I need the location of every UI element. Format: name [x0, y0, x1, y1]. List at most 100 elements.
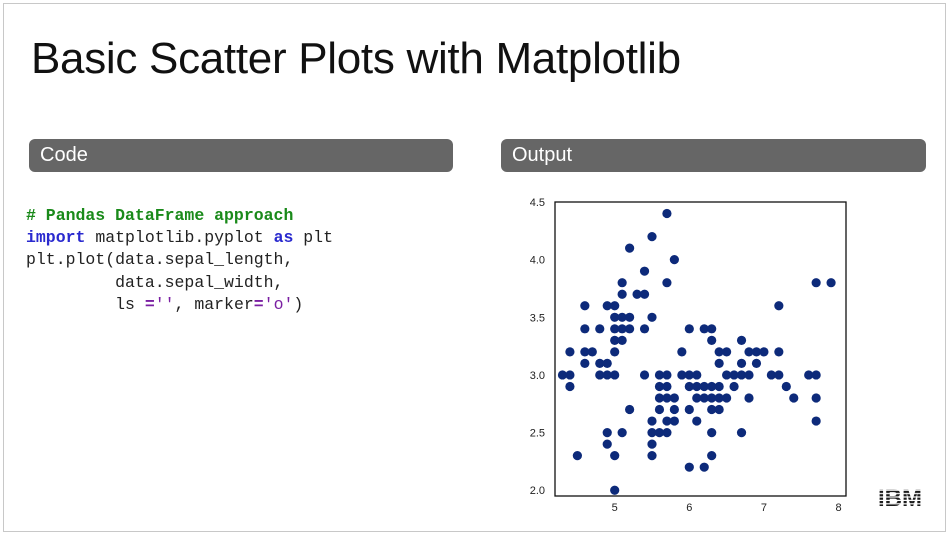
ibm-logo: IBM [878, 485, 922, 510]
scatter-point [557, 370, 568, 380]
scatter-point [580, 358, 590, 369]
scatter-point [610, 335, 620, 345]
scatter-point [759, 347, 769, 357]
scatter-point [826, 278, 836, 288]
scatter-point [654, 370, 665, 380]
x-tick-label: 7 [761, 502, 767, 514]
scatter-point [692, 416, 702, 426]
scatter-point [707, 427, 717, 438]
keyword-import: import [26, 228, 86, 248]
scatter-point [722, 370, 732, 380]
scatter-point [647, 427, 657, 438]
code-arg-width: data.sepal_width, [26, 272, 284, 292]
x-tick-label: 8 [835, 502, 841, 514]
ibm-logo-text: IBM [878, 485, 922, 510]
scatter-point [662, 393, 672, 403]
code-string-empty: '' [154, 294, 175, 314]
scatter-point [610, 312, 620, 322]
scatter-point [684, 324, 694, 334]
keyword-as: as [273, 228, 294, 248]
scatter-point [595, 324, 605, 334]
scatter-point [617, 324, 627, 334]
scatter-point [707, 381, 717, 392]
scatter-point [736, 427, 747, 438]
scatter-point [692, 370, 702, 380]
scatter-point [647, 312, 657, 322]
code-equals-2: = [253, 294, 264, 314]
scatter-point [707, 451, 717, 461]
scatter-point [610, 347, 620, 357]
scatter-point [781, 381, 791, 392]
scatter-point [744, 370, 754, 380]
scatter-point [692, 381, 702, 392]
scatter-point [766, 370, 776, 380]
scatter-point [669, 416, 679, 426]
scatter-point [714, 358, 724, 369]
scatter-point [625, 312, 635, 322]
scatter-point [580, 324, 590, 334]
scatter-point [684, 370, 694, 380]
slide-title: Basic Scatter Plots with Matplotlib [31, 34, 681, 83]
scatter-point [565, 370, 575, 380]
scatter-point [707, 393, 717, 403]
scatter-point [699, 381, 709, 392]
scatter-point [744, 393, 754, 403]
scatter-point [729, 381, 739, 392]
scatter-point [722, 347, 732, 357]
scatter-point [811, 278, 821, 288]
scatter-point [714, 381, 724, 392]
scatter-point [602, 301, 612, 311]
scatter-point [647, 416, 657, 426]
scatter-point [744, 347, 754, 357]
x-tick-label: 6 [686, 502, 692, 514]
scatter-point [647, 439, 657, 449]
scatter-point [729, 370, 739, 380]
code-header: Code [29, 139, 453, 172]
code-comment: # Pandas DataFrame approach [26, 206, 294, 225]
scatter-point [617, 427, 627, 438]
scatter-point [722, 393, 732, 403]
scatter-point [774, 347, 784, 357]
scatter-point [774, 301, 784, 311]
scatter-point [736, 370, 747, 380]
y-tick-label: 3.5 [530, 312, 545, 324]
scatter-chart: 5 6 7 8 2.0 2.5 3.0 3.5 4.0 4.5 [530, 197, 847, 514]
scatter-point [789, 393, 799, 403]
scatter-point [595, 370, 605, 380]
scatter-point [572, 451, 582, 461]
scatter-point [602, 439, 612, 449]
scatter-point [617, 289, 627, 299]
scatter-point [811, 370, 821, 380]
scatter-point [617, 335, 627, 345]
scatter-point [602, 370, 612, 380]
code-module: matplotlib.pyplot [85, 228, 274, 248]
scatter-point [684, 462, 694, 472]
scatter-point [669, 393, 679, 403]
scatter-point [662, 278, 672, 288]
scatter-point [714, 404, 724, 415]
scatter-point [625, 324, 635, 334]
scatter-point [707, 324, 717, 334]
scatter-point [602, 358, 612, 369]
scatter-point [699, 393, 709, 403]
output-header: Output [501, 139, 926, 172]
y-tick-label: 3.0 [530, 370, 545, 382]
code-close-paren: ) [293, 294, 304, 314]
scatter-point [692, 393, 702, 403]
code-alias: plt [293, 228, 333, 248]
scatter-point [654, 381, 665, 392]
y-tick-label: 2.5 [530, 428, 545, 440]
y-tick-label: 4.0 [530, 255, 545, 267]
scatter-point [602, 427, 612, 438]
scatter-point [654, 427, 665, 438]
scatter-point [662, 208, 672, 219]
scatter-point [804, 370, 814, 380]
scatter-point [662, 427, 672, 438]
scatter-point [639, 266, 650, 276]
scatter-point [639, 324, 650, 334]
scatter-point [684, 381, 694, 392]
scatter-point [774, 370, 784, 380]
scatter-point [565, 347, 575, 357]
scatter-point [699, 462, 709, 472]
code-marker-arg: , marker [174, 294, 254, 314]
